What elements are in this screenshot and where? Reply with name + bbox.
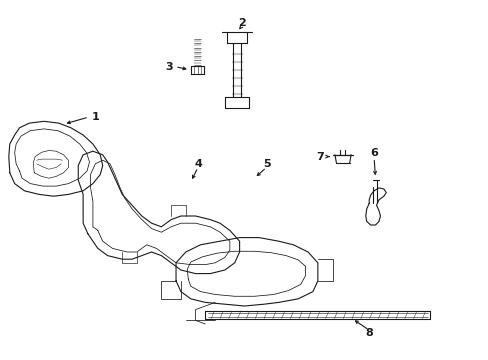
Text: 2: 2 <box>238 18 245 28</box>
Text: 4: 4 <box>194 159 202 169</box>
Text: 5: 5 <box>262 159 270 169</box>
Text: 1: 1 <box>91 112 99 122</box>
Text: 3: 3 <box>164 62 172 72</box>
Text: 8: 8 <box>365 328 372 338</box>
Text: 6: 6 <box>369 148 377 158</box>
Text: 7: 7 <box>316 152 324 162</box>
